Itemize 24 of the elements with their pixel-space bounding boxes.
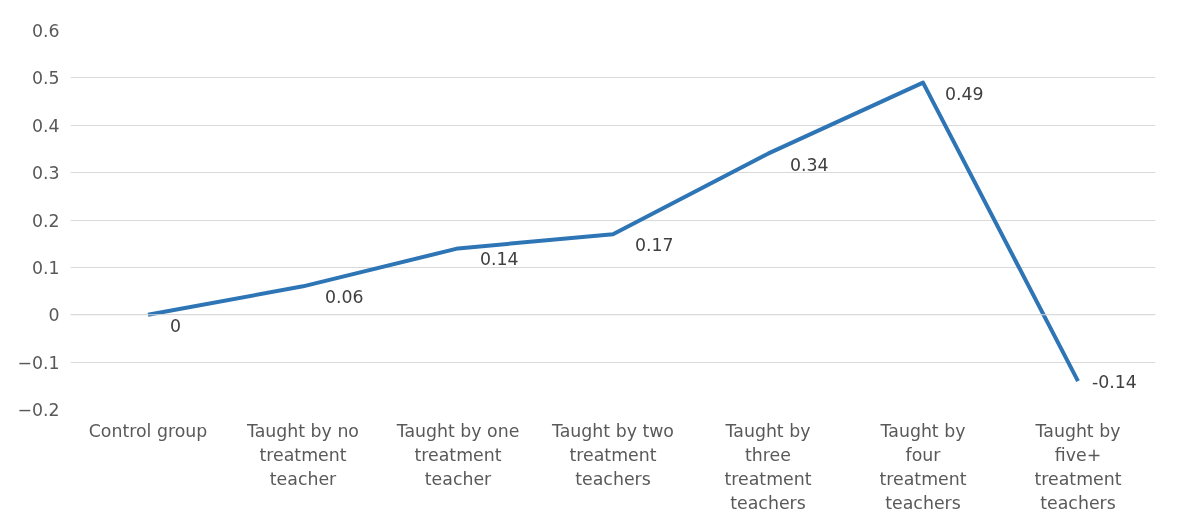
x-tick-label: Taught by five+ treatment teachers [1034,420,1122,513]
data-label: -0.14 [1092,371,1137,392]
x-tick-label: Control group [88,420,208,441]
y-tick-label: 0.2 [31,210,60,231]
data-label: 0.17 [635,235,674,256]
data-label: 0.14 [480,249,519,270]
y-tick-label: 0.1 [31,257,60,278]
x-tick-label: Taught by one treatment teacher [395,420,520,489]
y-tick-label: 0.4 [31,115,60,136]
y-tick-label: 0.3 [31,163,60,184]
y-tick-label: 0 [48,305,60,326]
x-tick-label: Taught by two treatment teachers [551,420,674,489]
data-label: 0.34 [790,154,829,175]
line-series [146,80,1080,384]
y-tick-label: 0.5 [31,68,60,89]
y-tick-label: −0.1 [17,352,60,373]
y-tick-label: −0.2 [17,400,60,420]
x-tick-label: Taught by no treatment teacher [246,420,359,489]
x-tick-label: Taught by three treatment teachers [724,420,812,513]
y-tick-label: 0.6 [31,21,60,41]
x-tick-label: Taught by four treatment teachers [879,420,967,513]
data-label: 0 [170,315,182,336]
data-label: 0.06 [325,287,364,308]
data-label: 0.49 [945,83,984,104]
